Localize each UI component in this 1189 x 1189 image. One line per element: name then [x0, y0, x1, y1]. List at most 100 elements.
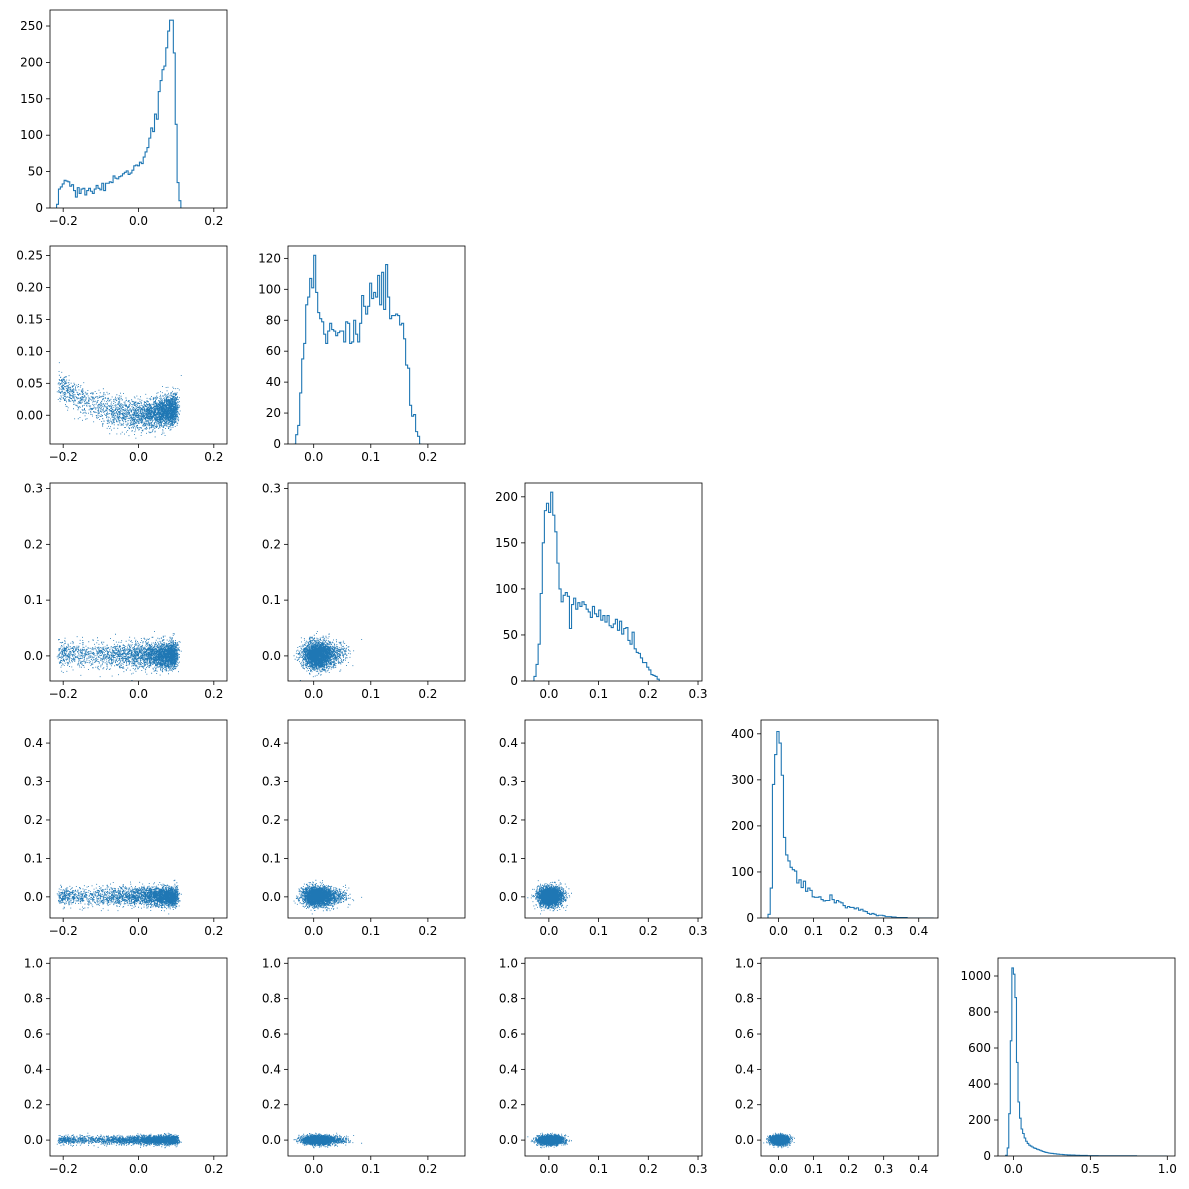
- y-tick-label: 0.05: [16, 376, 43, 390]
- y-tick-label: 0.1: [499, 851, 518, 865]
- y-tick-label: 250: [20, 19, 43, 33]
- axes-frame: [524, 719, 703, 919]
- y-tick-label: 600: [968, 1041, 991, 1055]
- x-tick-label: 0.2: [204, 687, 223, 701]
- x-tick-label: 0.2: [418, 450, 437, 464]
- x-tick-label: 0.2: [204, 924, 223, 938]
- hist-panel-3: 0.0 0.1 0.2 0.3 0 50 100 150 200: [495, 482, 708, 701]
- x-tick-label: 0.2: [204, 214, 223, 228]
- x-tick-label: 0.2: [639, 1162, 658, 1176]
- scatter-panel-4-2: 0.0 0.1 0.2 0.0 0.1 0.2 0.3 0.4: [262, 719, 466, 938]
- scatter-points-3-2: [293, 631, 363, 681]
- axes-frame: [997, 957, 1176, 1157]
- x-tick-label: 0.3: [688, 924, 707, 938]
- x-tick-label: 0.2: [639, 924, 658, 938]
- x-tick-label: 0.3: [874, 1162, 893, 1176]
- axes-frame: [287, 245, 466, 445]
- y-tick-label: 0.0: [24, 890, 43, 904]
- y-tick-label: 0.25: [16, 249, 43, 263]
- y-tick-label: 200: [20, 55, 43, 69]
- scatter-points-5-2: [293, 1132, 363, 1149]
- axes-frame: [524, 957, 703, 1157]
- x-tick-label: 0.2: [204, 1162, 223, 1176]
- hist-panel-4: 0.0 0.1 0.2 0.3 0.4 0 100 200 300 400: [731, 719, 939, 938]
- scatter-panel-5-3: 0.0 0.1 0.2 0.3 0.0 0.2 0.4 0.6 0.8 1.0: [499, 956, 708, 1176]
- y-tick-label: 0.8: [24, 992, 43, 1006]
- y-tick-label: 60: [266, 344, 281, 358]
- histogram-step-4: [767, 730, 934, 918]
- y-tick-label: 0.3: [24, 482, 43, 496]
- y-tick-label: 0.3: [24, 775, 43, 789]
- scatter-panel-4-3: 0.0 0.1 0.2 0.3 0.0 0.1 0.2 0.3 0.4: [499, 719, 708, 938]
- x-tick-label: 0.2: [418, 1162, 437, 1176]
- y-tick-label: 0.0: [735, 1133, 754, 1147]
- scatter-points-4-1: [56, 879, 182, 915]
- scatter-points-3-1: [56, 631, 182, 681]
- x-tick-label: −0.2: [49, 924, 78, 938]
- y-tick-label: 50: [503, 628, 518, 642]
- y-tick-label: 0.3: [262, 482, 281, 496]
- axes-frame: [49, 482, 228, 682]
- y-tick-label: 80: [266, 313, 281, 327]
- y-tick-label: 1.0: [262, 956, 281, 970]
- y-tick-label: 0.4: [735, 1062, 754, 1076]
- y-tick-label: 0.1: [24, 851, 43, 865]
- histogram-step-1: [56, 19, 182, 208]
- y-tick-label: 0.6: [735, 1027, 754, 1041]
- x-tick-label: 0.1: [589, 687, 608, 701]
- scatter-panel-5-1: −0.2 0.0 0.2 0.0 0.2 0.4 0.6 0.8 1.0: [24, 956, 228, 1176]
- scatter-panel-5-4: 0.0 0.1 0.2 0.3 0.4 0.0 0.2 0.4 0.6 0.8 1.0: [735, 956, 939, 1176]
- y-tick-label: 0: [510, 674, 518, 688]
- y-tick-label: 0.6: [499, 1027, 518, 1041]
- y-tick-label: 0.8: [262, 992, 281, 1006]
- x-tick-label: 0.2: [839, 924, 858, 938]
- scatter-panel-4-1: −0.2 0.0 0.2 0.0 0.1 0.2 0.3 0.4: [24, 719, 228, 938]
- y-tick-label: 0.2: [499, 813, 518, 827]
- x-tick-label: 0.1: [804, 1162, 823, 1176]
- y-tick-label: 0.2: [24, 537, 43, 551]
- y-tick-label: 0: [35, 201, 43, 215]
- scatter-points-4-2: [293, 879, 363, 915]
- axes-frame: [760, 957, 939, 1157]
- x-tick-label: 0.0: [769, 924, 788, 938]
- x-tick-label: 0.1: [589, 1162, 608, 1176]
- x-tick-label: 0.3: [688, 1162, 707, 1176]
- axes-frame: [49, 957, 228, 1157]
- y-tick-label: 0.3: [499, 775, 518, 789]
- y-tick-label: 0: [983, 1149, 991, 1163]
- y-tick-label: 1.0: [735, 956, 754, 970]
- hist-panel-2: 0.0 0.1 0.2 0 20 40 60 80 100 120: [258, 245, 466, 464]
- y-tick-label: 200: [968, 1113, 991, 1127]
- histogram-step-5: [1005, 967, 1168, 1156]
- y-tick-label: 0.1: [262, 851, 281, 865]
- y-tick-label: 150: [495, 536, 518, 550]
- y-tick-label: 0.0: [24, 649, 43, 663]
- y-tick-label: 0: [273, 437, 281, 451]
- y-tick-label: 0.8: [735, 992, 754, 1006]
- x-tick-label: 0.1: [804, 924, 823, 938]
- y-tick-label: 100: [495, 582, 518, 596]
- y-tick-label: 20: [266, 406, 281, 420]
- y-tick-label: 0.0: [262, 649, 281, 663]
- y-tick-label: 50: [28, 165, 43, 179]
- axes-frame: [49, 9, 228, 209]
- y-tick-label: 0.4: [499, 1062, 518, 1076]
- y-tick-label: 100: [731, 865, 754, 879]
- y-tick-label: 0.10: [16, 344, 43, 358]
- x-tick-label: 0.0: [304, 1162, 323, 1176]
- y-tick-label: 100: [258, 282, 281, 296]
- x-tick-label: 0.0: [129, 214, 148, 228]
- x-tick-label: 0.2: [839, 1162, 858, 1176]
- y-tick-label: 1.0: [24, 956, 43, 970]
- y-tick-label: 0.0: [499, 890, 518, 904]
- axes-frame: [524, 482, 703, 682]
- x-tick-label: 0.2: [204, 450, 223, 464]
- x-tick-label: 0.1: [361, 924, 380, 938]
- x-tick-label: 0.0: [129, 687, 148, 701]
- y-tick-label: 0.2: [499, 1098, 518, 1112]
- x-tick-label: 0.5: [1081, 1162, 1100, 1176]
- y-tick-label: 120: [258, 251, 281, 265]
- x-tick-label: −0.2: [49, 214, 78, 228]
- y-tick-label: 0.3: [262, 775, 281, 789]
- y-tick-label: 0: [746, 911, 754, 925]
